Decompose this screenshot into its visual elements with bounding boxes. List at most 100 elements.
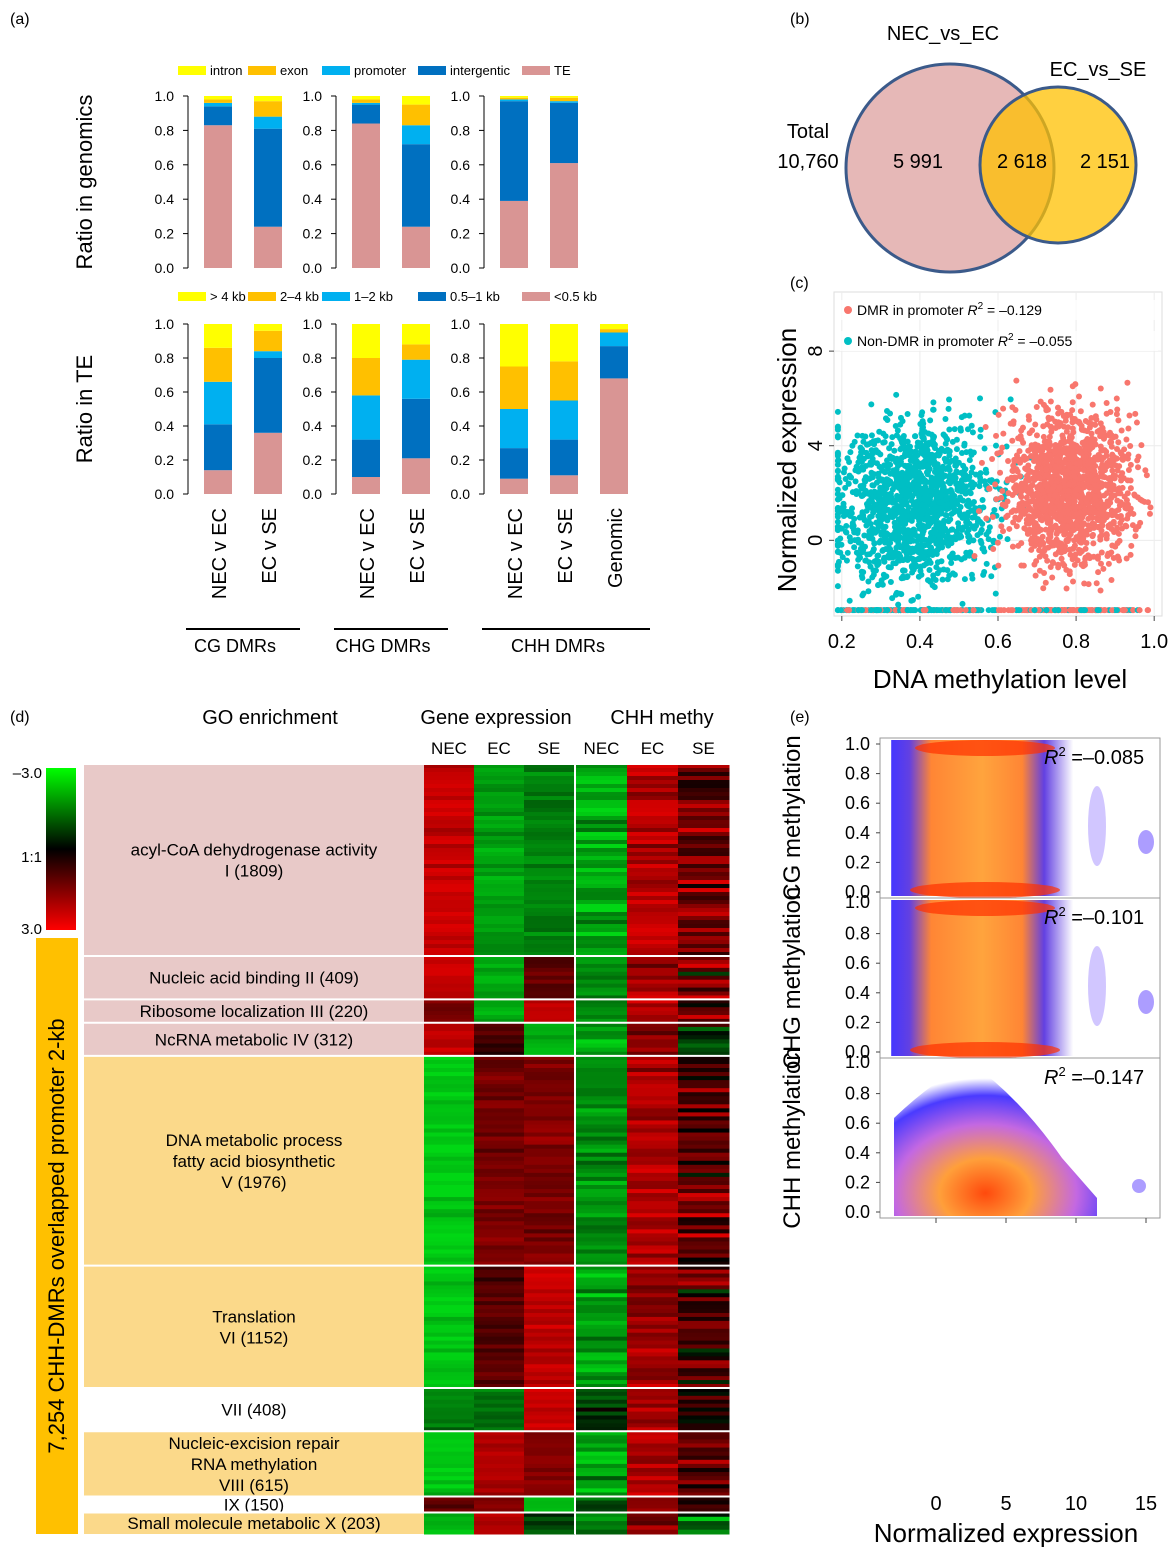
data-point xyxy=(1063,474,1070,481)
data-point xyxy=(887,470,894,477)
heat-cell xyxy=(424,975,475,981)
data-point xyxy=(932,512,939,519)
data-point xyxy=(1086,484,1093,491)
data-point xyxy=(1026,430,1033,437)
data-point xyxy=(904,607,911,614)
data-point xyxy=(949,570,956,577)
heat-cell xyxy=(424,1007,475,1012)
heat-cell xyxy=(678,944,730,949)
heat-cell xyxy=(576,959,628,965)
data-point xyxy=(1098,469,1105,476)
heat-cell xyxy=(576,868,628,873)
data-point xyxy=(969,514,976,521)
x-category-label: EC v SE xyxy=(555,508,577,584)
heat-cell xyxy=(474,1108,525,1113)
heat-cell xyxy=(627,864,679,869)
data-point xyxy=(864,551,871,558)
heat-cell xyxy=(627,999,679,1004)
heat-cell xyxy=(424,1245,475,1251)
heat-cell xyxy=(627,1332,679,1338)
heat-cell xyxy=(524,1100,575,1105)
heat-cell xyxy=(424,995,475,1000)
heat-cell xyxy=(524,1435,575,1440)
heat-cell xyxy=(678,1443,730,1449)
heat-cell xyxy=(474,1221,525,1226)
y-tick-label: 1.0 xyxy=(451,88,471,104)
heat-cell xyxy=(627,1193,679,1198)
data-point xyxy=(834,537,841,544)
x-category-label: NEC v EC xyxy=(209,508,231,599)
data-point xyxy=(977,433,984,440)
heat-cell xyxy=(678,959,730,965)
data-point xyxy=(1031,542,1038,549)
heat-cell xyxy=(474,1043,525,1049)
data-point xyxy=(885,554,892,561)
heat-cell xyxy=(524,916,575,921)
heat-cell xyxy=(474,876,525,881)
bar-segment xyxy=(352,439,380,477)
heat-cell xyxy=(576,1120,628,1125)
legend-label: promoter xyxy=(354,63,407,78)
heat-cell xyxy=(678,1431,730,1436)
heat-cell xyxy=(576,1076,628,1081)
heat-cell xyxy=(424,1068,475,1073)
data-point xyxy=(1114,524,1121,531)
y-tick-label: 0.8 xyxy=(451,350,471,366)
heat-cell xyxy=(627,828,679,833)
heat-cell xyxy=(678,940,730,945)
heat-cell xyxy=(524,1253,575,1259)
heat-cell xyxy=(424,1221,475,1226)
heat-cell xyxy=(424,967,475,973)
heat-cell xyxy=(678,1376,730,1381)
venn-set-name-left: NEC_vs_EC xyxy=(887,23,999,45)
heat-cell xyxy=(678,1364,730,1369)
heat-cell xyxy=(424,1108,475,1113)
data-point xyxy=(1010,519,1017,526)
data-point xyxy=(946,396,953,403)
heat-cell xyxy=(627,1340,679,1346)
data-point xyxy=(917,507,924,514)
data-point xyxy=(1090,540,1097,547)
heat-cell xyxy=(524,776,575,781)
heat-cell xyxy=(627,1112,679,1117)
heat-cell xyxy=(474,1233,525,1238)
heat-cell xyxy=(627,1253,679,1259)
heat-cell xyxy=(424,1257,475,1263)
heat-cell xyxy=(678,792,730,797)
legend-label: intergentic xyxy=(450,63,510,78)
cluster-label-bg xyxy=(84,1265,424,1388)
heat-cell xyxy=(474,872,525,877)
data-point xyxy=(1072,381,1079,388)
heat-cell xyxy=(678,1496,730,1502)
bar-segment xyxy=(500,366,528,409)
heat-cell xyxy=(576,824,628,829)
data-point xyxy=(1045,416,1052,423)
heat-cell xyxy=(524,1529,575,1535)
data-point xyxy=(1117,449,1124,456)
cluster-label: Ribosome localization III (220) xyxy=(140,1002,369,1021)
bar-segment xyxy=(402,104,430,126)
data-point xyxy=(846,472,853,479)
heat-cell xyxy=(474,896,525,901)
heat-cell xyxy=(474,1217,525,1222)
data-point xyxy=(862,463,869,470)
heat-cell xyxy=(474,1463,525,1469)
heat-cell xyxy=(424,952,475,957)
data-point xyxy=(859,592,866,599)
data-point xyxy=(860,486,867,493)
panel-label-e: (e) xyxy=(790,709,810,726)
data-point xyxy=(1009,543,1016,550)
data-point xyxy=(944,528,951,535)
heat-cell xyxy=(474,1112,525,1117)
heat-cell xyxy=(524,924,575,929)
heat-cell xyxy=(474,1521,525,1526)
heat-cell xyxy=(627,1051,679,1057)
data-point xyxy=(921,477,928,484)
y-tick-label: 0.8 xyxy=(303,350,323,366)
data-point xyxy=(978,459,985,466)
heat-cell xyxy=(678,884,730,889)
heat-cell xyxy=(524,1443,575,1449)
bar-segment xyxy=(204,125,232,269)
heat-cell xyxy=(678,1080,730,1085)
heat-cell xyxy=(474,868,525,873)
